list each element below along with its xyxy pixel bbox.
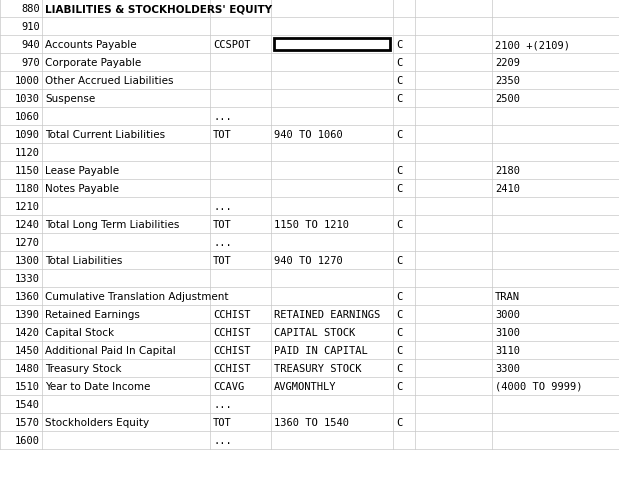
Text: C: C [396,76,402,86]
Text: Treasury Stock: Treasury Stock [45,363,121,373]
Text: (4000 TO 9999): (4000 TO 9999) [495,381,582,391]
Text: Notes Payable: Notes Payable [45,184,119,193]
Text: Year to Date Income: Year to Date Income [45,381,150,391]
Text: TOT: TOT [213,255,232,265]
Text: 1450: 1450 [15,345,40,355]
Text: 1480: 1480 [15,363,40,373]
Text: 1210: 1210 [15,202,40,212]
Text: C: C [396,184,402,193]
Bar [274,38,390,51]
Text: Total Long Term Liabilities: Total Long Term Liabilities [45,219,180,229]
Text: Cumulative Translation Adjustment: Cumulative Translation Adjustment [45,291,228,301]
Text: 940: 940 [21,40,40,50]
Text: TOT: TOT [213,219,232,229]
Text: 1570: 1570 [15,417,40,427]
Text: 880: 880 [21,4,40,14]
Text: C: C [396,309,402,319]
Text: ...: ... [213,112,232,122]
Text: C: C [396,255,402,265]
Text: CCHIST: CCHIST [213,327,251,337]
Text: 1030: 1030 [15,94,40,104]
Text: 3000: 3000 [495,309,520,319]
Text: C: C [396,417,402,427]
Text: 1540: 1540 [15,399,40,409]
Text: C: C [396,291,402,301]
Text: 3110: 3110 [495,345,520,355]
Text: 940 TO 1060: 940 TO 1060 [274,130,343,140]
Text: 2500: 2500 [495,94,520,104]
Text: 1600: 1600 [15,435,40,445]
Text: 910: 910 [21,22,40,32]
Text: TRAN: TRAN [495,291,520,301]
Text: C: C [396,363,402,373]
Text: 1270: 1270 [15,238,40,248]
Text: 2209: 2209 [495,58,520,68]
Text: 1150: 1150 [15,166,40,176]
Text: C: C [396,40,402,50]
Text: Lease Payable: Lease Payable [45,166,119,176]
Text: ...: ... [213,238,232,248]
Text: Total Liabilities: Total Liabilities [45,255,123,265]
Text: 1060: 1060 [15,112,40,122]
Text: Corporate Payable: Corporate Payable [45,58,141,68]
Text: C: C [396,58,402,68]
Text: LIABILITIES & STOCKHOLDERS' EQUITY: LIABILITIES & STOCKHOLDERS' EQUITY [45,4,272,14]
Text: CCHIST: CCHIST [213,363,251,373]
Text: Stockholders Equity: Stockholders Equity [45,417,149,427]
Text: ...: ... [213,202,232,212]
Text: 1120: 1120 [15,148,40,157]
Text: RETAINED EARNINGS: RETAINED EARNINGS [274,309,380,319]
Text: C: C [396,327,402,337]
Text: 2100 +(2109): 2100 +(2109) [495,40,570,50]
Text: Suspense: Suspense [45,94,95,104]
Text: 3100: 3100 [495,327,520,337]
Text: CCHIST: CCHIST [213,309,251,319]
Text: 3300: 3300 [495,363,520,373]
Text: ...: ... [213,435,232,445]
Text: 1510: 1510 [15,381,40,391]
Text: 1000: 1000 [15,76,40,86]
Text: TOT: TOT [213,130,232,140]
Text: 970: 970 [21,58,40,68]
Text: 940 TO 1270: 940 TO 1270 [274,255,343,265]
Text: AVGMONTHLY: AVGMONTHLY [274,381,337,391]
Text: TOT: TOT [213,417,232,427]
Text: Accounts Payable: Accounts Payable [45,40,137,50]
Text: 1360: 1360 [15,291,40,301]
Text: 1390: 1390 [15,309,40,319]
Text: CAPITAL STOCK: CAPITAL STOCK [274,327,355,337]
Text: ...: ... [213,399,232,409]
Text: 2180: 2180 [495,166,520,176]
Text: 2350: 2350 [495,76,520,86]
Text: 1150 TO 1210: 1150 TO 1210 [274,219,349,229]
Text: Total Current Liabilities: Total Current Liabilities [45,130,165,140]
Text: C: C [396,345,402,355]
Text: 1090: 1090 [15,130,40,140]
Text: CCSPOT: CCSPOT [213,40,251,50]
Text: C: C [396,219,402,229]
Text: 1360 TO 1540: 1360 TO 1540 [274,417,349,427]
Text: 2410: 2410 [495,184,520,193]
Text: 1300: 1300 [15,255,40,265]
Text: 1420: 1420 [15,327,40,337]
Text: C: C [396,166,402,176]
Text: Capital Stock: Capital Stock [45,327,114,337]
Text: 1240: 1240 [15,219,40,229]
Text: C: C [396,381,402,391]
Text: CCHIST: CCHIST [213,345,251,355]
Text: 1180: 1180 [15,184,40,193]
Text: Additional Paid In Capital: Additional Paid In Capital [45,345,176,355]
Text: Retained Earnings: Retained Earnings [45,309,140,319]
Text: 1330: 1330 [15,274,40,283]
Text: CCAVG: CCAVG [213,381,245,391]
Text: Other Accrued Liabilities: Other Accrued Liabilities [45,76,173,86]
Text: PAID IN CAPITAL: PAID IN CAPITAL [274,345,368,355]
Text: C: C [396,130,402,140]
Text: TREASURY STOCK: TREASURY STOCK [274,363,361,373]
Text: C: C [396,94,402,104]
